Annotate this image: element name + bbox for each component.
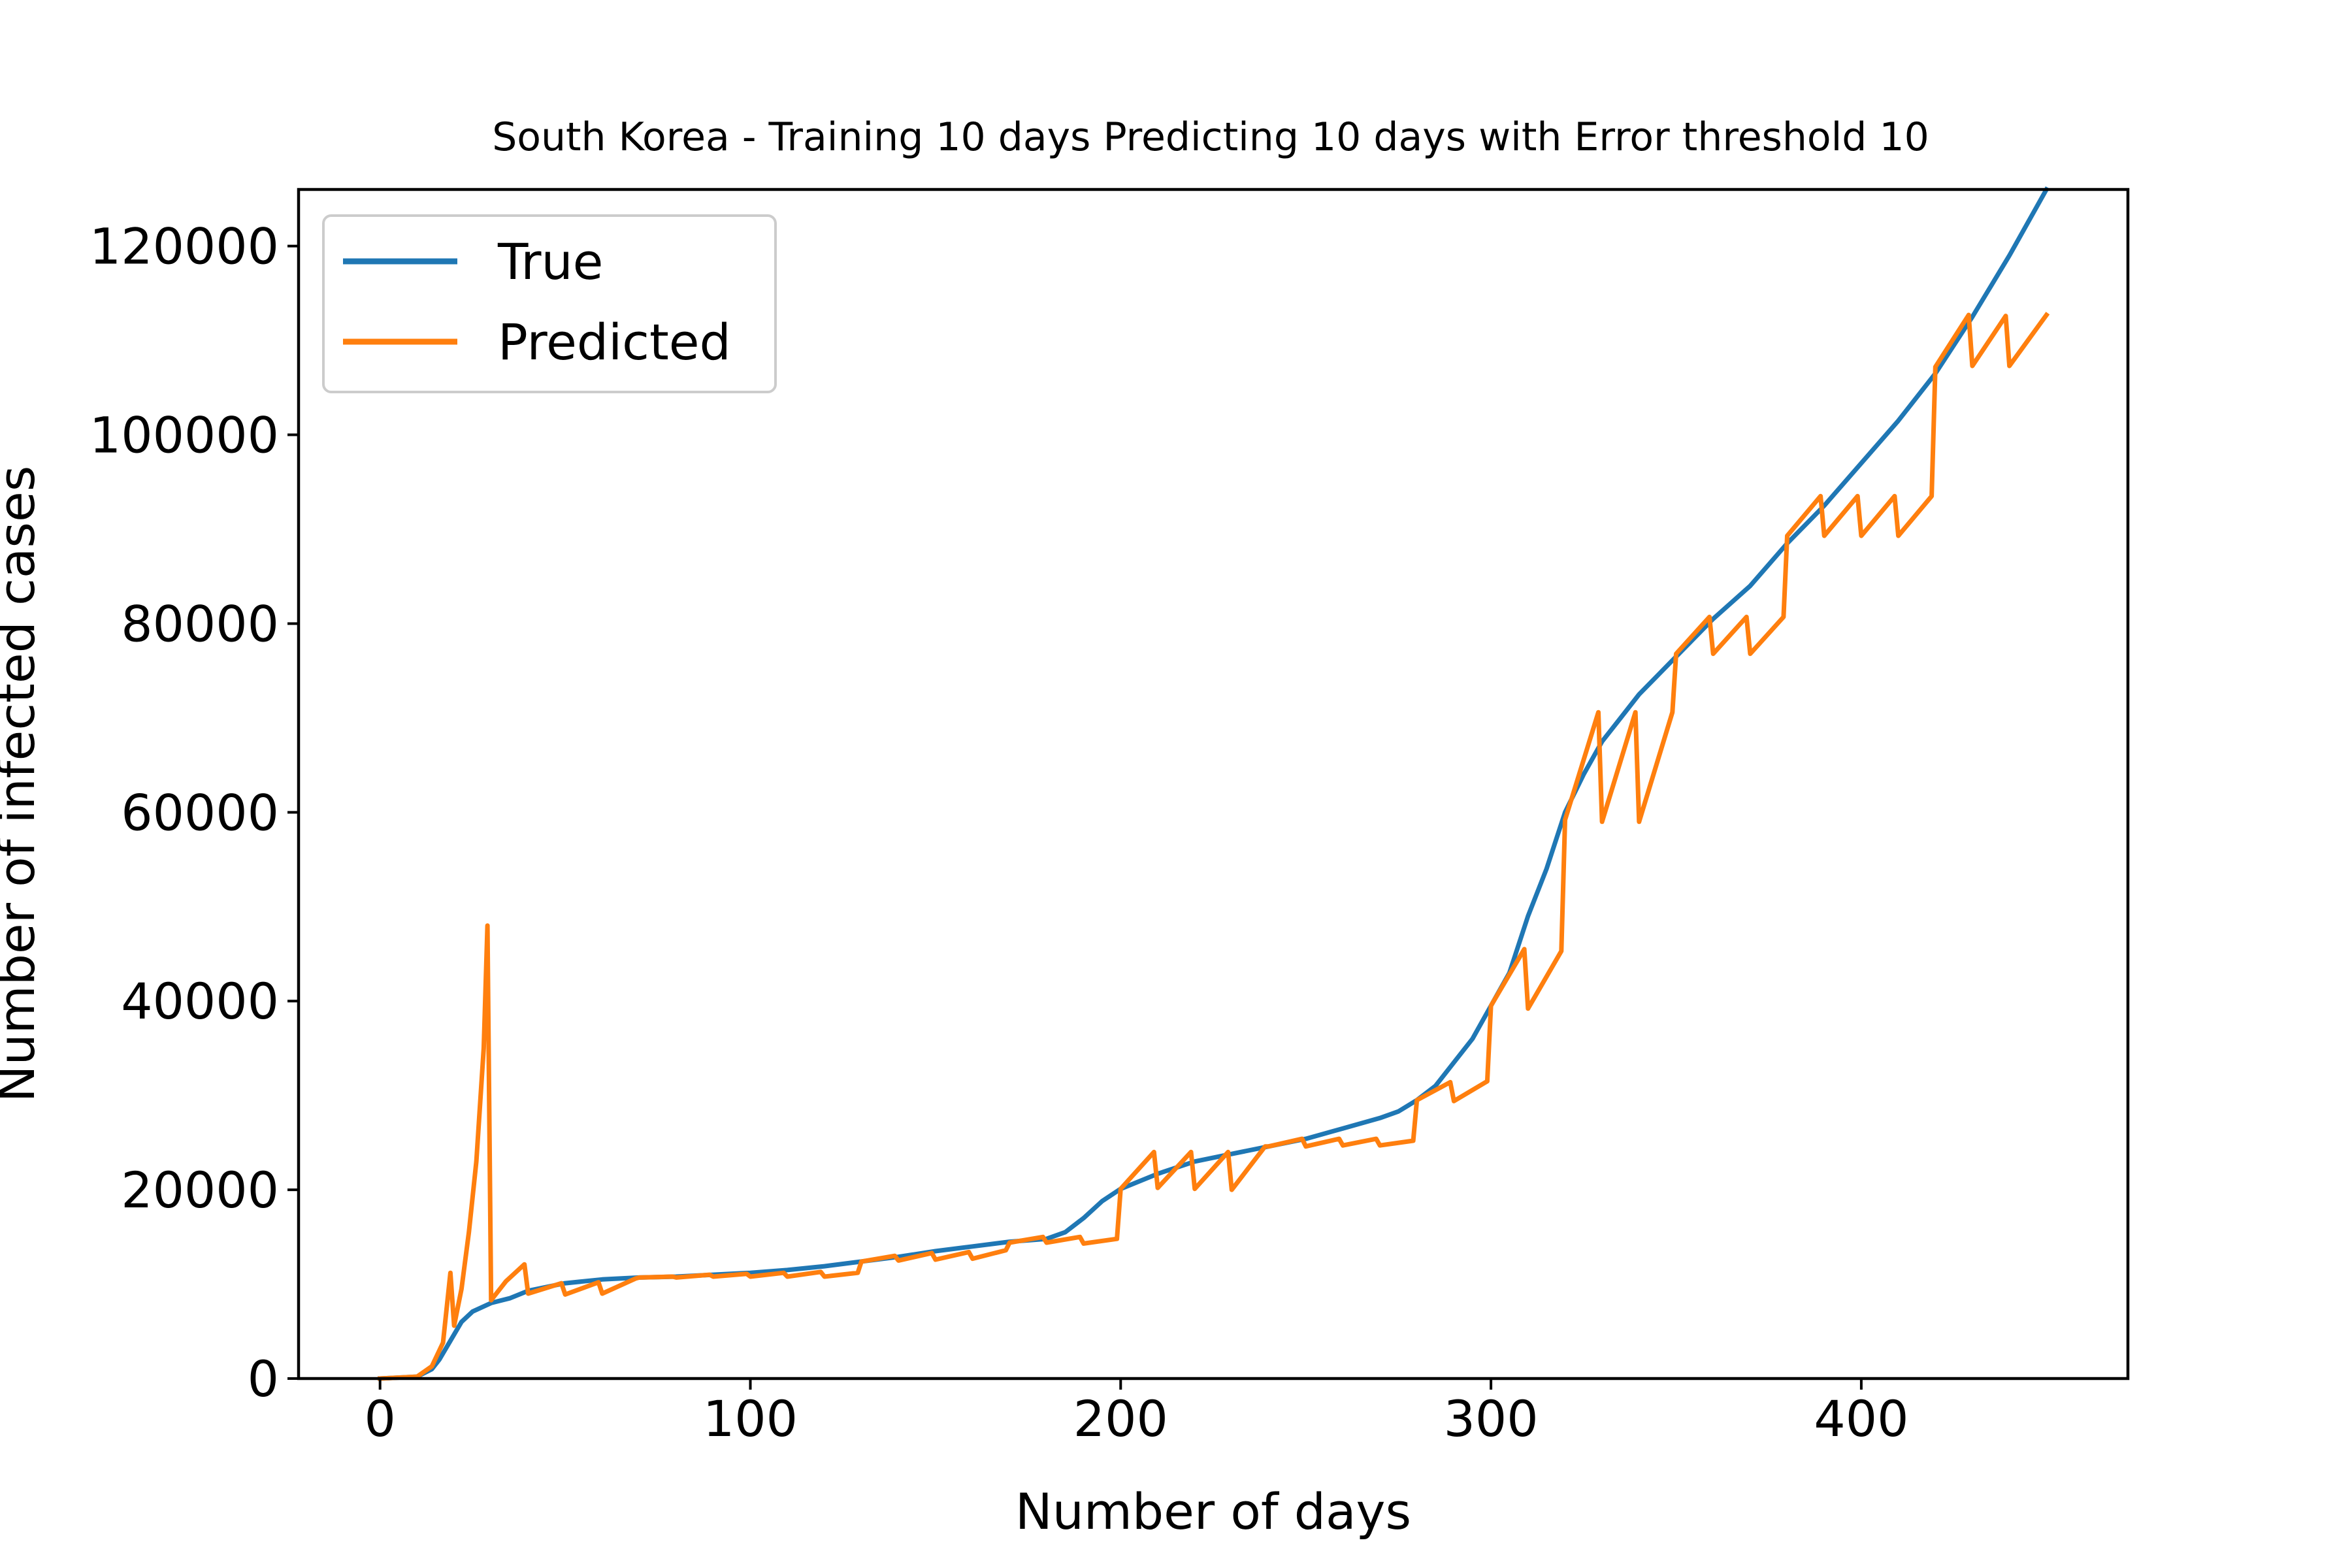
series-line-predicted [378,312,2050,1381]
plot-lines [378,186,2050,1381]
y-tick-label: 80000 [121,595,279,653]
legend: True Predicted [322,214,777,393]
x-tick-label: 400 [1814,1390,1908,1448]
y-axis-label: Number of infected cases [0,466,46,1103]
y-tick-label: 100000 [90,406,279,465]
x-tick-label: 100 [703,1390,798,1448]
y-tick-label: 120000 [90,218,279,276]
legend-label-true: True [497,233,603,291]
x-axis-label: Number of days [1015,1482,1411,1541]
legend-label-predicted: Predicted [498,313,731,371]
x-tick-label: 0 [365,1390,396,1448]
y-tick-label: 0 [248,1350,279,1408]
x-tick-label: 200 [1073,1390,1168,1448]
y-tick-label: 60000 [121,783,279,841]
axes-frame [297,188,2130,1380]
x-axis-ticks: 0 100 200 300 400 [365,1379,1908,1448]
chart-title: South Korea - Training 10 days Predictin… [492,114,1929,160]
x-tick-label: 300 [1444,1390,1539,1448]
y-axis-ticks: 0 20000 40000 60000 80000 100000 120000 [90,218,299,1408]
y-tick-label: 20000 [121,1161,279,1219]
y-tick-label: 40000 [121,972,279,1030]
